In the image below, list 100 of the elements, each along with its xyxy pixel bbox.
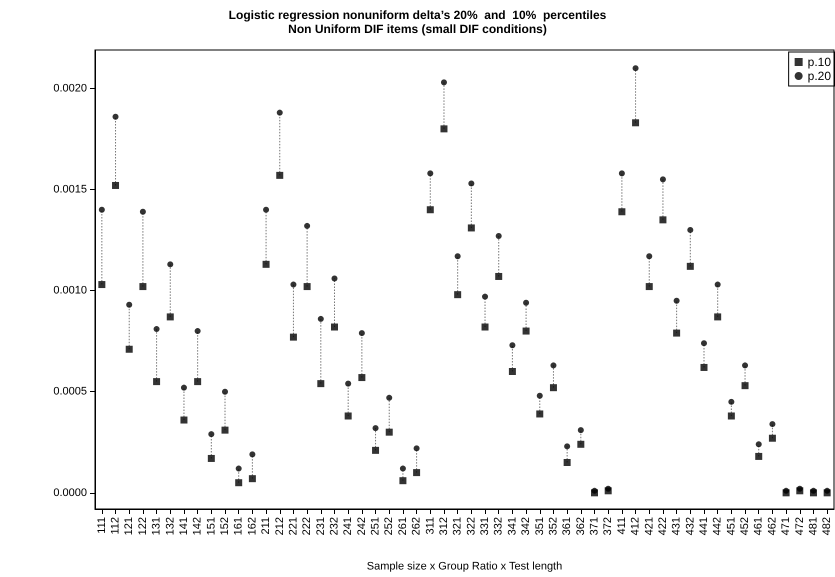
x-tick-label: 262 xyxy=(410,517,423,536)
x-tick-label: 241 xyxy=(342,517,354,536)
x-tick-label: 152 xyxy=(219,517,232,536)
x-tick-label: 322 xyxy=(465,517,478,536)
x-tick-label: 481 xyxy=(807,517,820,536)
point xyxy=(714,282,721,288)
point xyxy=(618,208,626,216)
point xyxy=(632,65,639,72)
x-tick-label: 332 xyxy=(492,517,505,536)
x-tick-label: 482 xyxy=(821,517,834,536)
point xyxy=(577,440,584,448)
y-tick-label: 0.0005 xyxy=(53,386,87,398)
point xyxy=(222,388,228,395)
point xyxy=(386,394,392,401)
point xyxy=(318,316,324,322)
point xyxy=(592,488,598,494)
x-tick-label: 411 xyxy=(616,517,628,535)
point xyxy=(564,443,570,450)
point xyxy=(508,368,516,375)
point xyxy=(440,125,448,132)
point xyxy=(154,326,160,332)
point xyxy=(413,469,420,476)
point xyxy=(400,466,406,472)
point xyxy=(276,172,284,179)
x-tick-label: 361 xyxy=(561,517,574,536)
point xyxy=(454,291,462,298)
y-tick-label: 0.0015 xyxy=(53,184,87,196)
x-tick-label: 472 xyxy=(794,517,806,536)
point xyxy=(126,302,132,308)
point xyxy=(331,275,338,282)
x-tick-label: 142 xyxy=(192,517,204,536)
point xyxy=(98,281,106,288)
point xyxy=(358,330,365,336)
point xyxy=(304,222,310,229)
x-tick-label: 421 xyxy=(643,517,656,536)
point xyxy=(659,216,666,224)
point xyxy=(536,392,543,399)
point xyxy=(139,283,146,290)
point xyxy=(564,458,571,466)
point xyxy=(126,346,133,353)
x-tick-label: 232 xyxy=(328,517,340,536)
x-tick-label: 422 xyxy=(656,517,669,536)
x-tick-label: 261 xyxy=(396,517,409,536)
point xyxy=(208,431,214,438)
point xyxy=(796,486,803,492)
point xyxy=(317,380,324,388)
x-tick-label: 121 xyxy=(123,517,136,536)
point xyxy=(509,342,516,348)
point xyxy=(304,283,311,290)
x-tick-label: 461 xyxy=(752,517,765,536)
point xyxy=(468,224,475,232)
point xyxy=(783,488,790,494)
point xyxy=(112,182,120,189)
x-tick-label: 221 xyxy=(287,517,300,536)
point xyxy=(714,313,722,320)
point xyxy=(112,114,119,120)
point xyxy=(482,324,489,331)
point xyxy=(222,426,229,434)
point xyxy=(249,451,256,458)
x-tick-label: 362 xyxy=(574,517,587,536)
x-tick-label: 131 xyxy=(150,517,163,536)
chart-subtitle: Non Uniform DIF items (small DIF conditions) xyxy=(288,22,547,36)
point xyxy=(728,412,735,420)
x-tick-label: 351 xyxy=(534,517,546,536)
point xyxy=(536,410,544,418)
point xyxy=(687,226,694,233)
point xyxy=(262,260,270,268)
x-tick-label: 112 xyxy=(110,517,122,535)
x-tick-label: 122 xyxy=(136,517,149,536)
point xyxy=(290,334,297,341)
x-tick-label: 452 xyxy=(739,517,752,536)
point xyxy=(673,330,680,337)
x-tick-label: 162 xyxy=(246,517,258,536)
x-axis-title: Sample size x Group Ratio x Test length xyxy=(366,560,562,572)
point xyxy=(454,253,461,260)
point xyxy=(618,170,625,176)
point xyxy=(646,253,652,260)
point xyxy=(496,233,502,240)
point xyxy=(290,282,296,288)
point xyxy=(810,488,816,494)
point xyxy=(330,324,338,331)
point xyxy=(742,382,749,390)
x-tick-label: 151 xyxy=(205,517,218,536)
point xyxy=(98,206,105,213)
x-tick-label: 321 xyxy=(452,517,464,536)
x-tick-label: 111 xyxy=(96,517,108,534)
point xyxy=(248,475,256,482)
point xyxy=(208,454,215,462)
point xyxy=(646,283,653,290)
point xyxy=(345,380,352,387)
x-tick-label: 231 xyxy=(314,517,327,536)
point xyxy=(632,119,640,126)
x-tick-label: 432 xyxy=(684,517,696,536)
x-tick-label: 342 xyxy=(520,517,532,536)
point xyxy=(153,378,160,386)
x-tick-label: 442 xyxy=(712,517,724,536)
point xyxy=(769,421,776,428)
point xyxy=(180,384,187,391)
point xyxy=(440,79,447,86)
x-tick-label: 371 xyxy=(588,517,601,536)
